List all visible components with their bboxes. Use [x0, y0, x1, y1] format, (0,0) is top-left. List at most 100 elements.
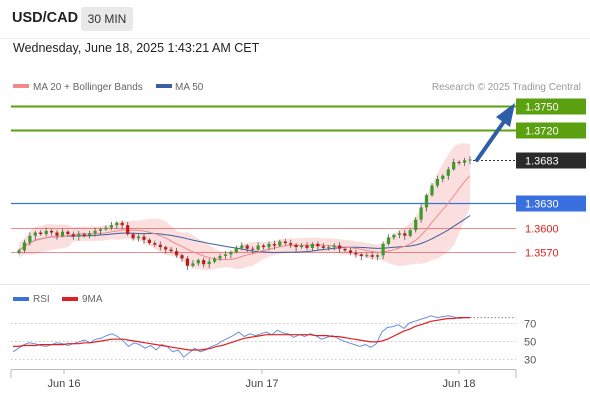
candle-bear — [283, 241, 287, 244]
ma50-legend-label: MA 50 — [175, 82, 204, 93]
price-levels — [11, 105, 516, 253]
candle-bear — [66, 231, 70, 235]
ma9-legend-label: 9MA — [82, 294, 103, 305]
candle-bull — [22, 242, 26, 251]
candle-bear — [71, 234, 75, 237]
candle-bear — [245, 245, 249, 249]
current-price-label: 1.3683 — [525, 156, 559, 168]
candle-bull — [44, 230, 48, 235]
candle-bear — [131, 234, 135, 239]
rsi-tick-70: 70 — [524, 319, 536, 331]
candle-bull — [229, 252, 233, 255]
candle-bear — [202, 260, 206, 265]
candle-bull — [435, 179, 439, 186]
candle-bull — [392, 235, 396, 238]
candle-bull — [430, 185, 434, 196]
x-tick-label: Jun 16 — [47, 378, 80, 390]
level-tag-1.3750 — [516, 98, 586, 115]
candle-bear — [147, 239, 151, 243]
candle-bear — [120, 222, 124, 226]
candle-bear — [289, 243, 293, 245]
candle-bull — [332, 245, 336, 248]
current-price-tag — [516, 152, 586, 169]
candle-bull — [33, 232, 37, 236]
candle-bear — [158, 244, 162, 248]
ma9-legend-swatch — [62, 297, 78, 301]
candle-bear — [370, 255, 374, 257]
candle-bull — [278, 241, 282, 246]
candle-bear — [251, 248, 255, 250]
candle-bull — [109, 225, 113, 228]
candle-bear — [294, 244, 298, 248]
candle-bull — [104, 227, 108, 230]
candle-bear — [39, 232, 43, 235]
timeframe-button[interactable]: 30 MIN — [81, 7, 133, 31]
credit-label: Research © 2025 Trading Central — [432, 82, 581, 93]
candle-bull — [365, 255, 369, 257]
candle-bull — [115, 222, 119, 226]
rsi-legend-label: RSI — [33, 294, 50, 305]
candle-bear — [50, 230, 54, 233]
candle-bull — [93, 230, 97, 234]
symbol-title: USD/CAD — [12, 10, 79, 26]
candle-bear — [126, 225, 130, 235]
header-bar: USD/CAD 30 MIN — [0, 0, 590, 38]
candle-bull — [207, 261, 211, 265]
x-ticks: Jun 16 Jun 17 Jun 18 — [47, 369, 476, 390]
ma20-line — [18, 175, 471, 261]
level-labels: 1.3750 1.3720 1.3630 1.3600 1.3570 1.3683 — [473, 98, 586, 260]
candle-bull — [468, 159, 472, 161]
candle-bear — [153, 243, 157, 245]
candle-bull — [414, 219, 418, 231]
candle-bull — [424, 195, 429, 208]
candle-bull — [310, 243, 314, 248]
candle-bear — [185, 258, 189, 266]
candle-bull — [60, 231, 65, 236]
level-label-1.3570: 1.3570 — [525, 248, 559, 260]
candle-bear — [169, 249, 173, 252]
candle-bull — [98, 229, 103, 231]
bollinger-band-area — [19, 143, 470, 271]
candle-bull — [300, 245, 304, 248]
candle-bull — [240, 245, 244, 248]
candle-bull — [441, 175, 445, 179]
candle-bull — [452, 162, 456, 170]
x-tick-label: Jun 17 — [245, 378, 278, 390]
level-tag-1.3630 — [516, 195, 586, 212]
candle-bear — [348, 250, 353, 253]
target-arrow-head — [496, 103, 515, 127]
candle-bear — [354, 252, 358, 255]
level-label-1.3750: 1.3750 — [525, 102, 559, 114]
candle-bull — [397, 233, 401, 235]
candle-bull — [419, 207, 423, 220]
candle-bull — [191, 263, 195, 266]
candle-bear — [403, 233, 407, 236]
rsi-legend-swatch — [13, 297, 29, 301]
level-tag-1.3720 — [516, 122, 586, 139]
candle-bear — [321, 246, 325, 248]
header-divider — [0, 38, 590, 39]
candle-bear — [164, 247, 168, 250]
candle-bear — [55, 232, 59, 236]
moving-averages — [18, 175, 471, 261]
candle-bull — [446, 169, 450, 176]
candle-bear — [338, 245, 342, 249]
candle-bull — [256, 245, 260, 250]
candle-bear — [180, 255, 184, 259]
bollinger-bands — [19, 143, 470, 271]
candle-bull — [88, 233, 92, 236]
candle-bull — [408, 230, 412, 236]
candle-bull — [223, 254, 228, 256]
candlesticks — [17, 156, 472, 270]
rsi-tick-50: 50 — [524, 337, 536, 349]
candle-bear — [305, 245, 309, 248]
target-arrow — [475, 103, 515, 162]
level-label-1.3600: 1.3600 — [525, 224, 559, 236]
candle-bull — [218, 256, 222, 259]
rsi-panel: 70 50 30 — [11, 315, 536, 367]
candle-bull — [386, 237, 391, 244]
candle-bear — [457, 162, 461, 163]
level-label-1.3630: 1.3630 — [525, 199, 559, 211]
ma9-line — [13, 317, 470, 351]
